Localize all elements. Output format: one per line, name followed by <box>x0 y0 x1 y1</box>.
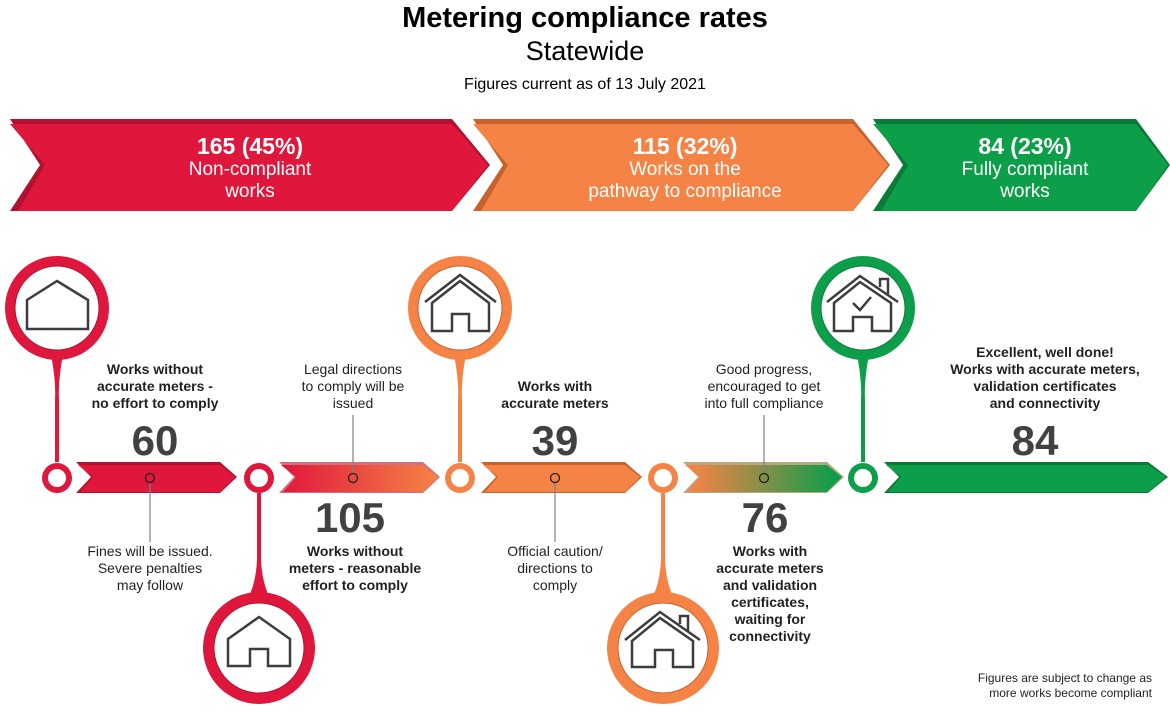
stage-3-description: Works with accurate meters <box>480 378 630 412</box>
banner-fully-compliant-text: 84 (23%) Fully compliant works <box>910 134 1140 203</box>
text-line: issued <box>332 395 374 411</box>
timeline-arrow-1 <box>76 462 237 493</box>
text-line: to comply will be <box>301 378 405 394</box>
text-line: no effort to comply <box>91 395 219 411</box>
stage-1-description: Works without accurate meters - no effor… <box>70 361 240 412</box>
pin-marker-3 <box>408 256 512 493</box>
banner-label-line1: Works on the <box>629 159 741 180</box>
house-door-icon <box>226 615 292 668</box>
banner-pathway-text: 115 (32%) Works on the pathway to compli… <box>540 134 830 203</box>
callout-pointer-1 <box>144 472 156 542</box>
stage-4-value: 76 <box>741 494 789 541</box>
text-line: connectivity <box>729 628 811 644</box>
banner-label-line1: Non-compliant <box>188 159 312 180</box>
text-line: meters - reasonable <box>288 560 422 576</box>
text-line: comply <box>532 577 578 593</box>
text-line: accurate meters - <box>97 378 213 394</box>
text-line: Works without <box>306 543 404 559</box>
text-line: Severe penalties <box>97 560 203 576</box>
stage-3-value: 39 <box>531 417 579 464</box>
banner-label-line2: works <box>1000 181 1050 202</box>
callout-pointer-2 <box>347 415 359 484</box>
text-line: encouraged to get <box>707 378 821 394</box>
stage-2-description: Works without meters - reasonable effort… <box>275 543 435 594</box>
text-line: Works with <box>517 378 593 394</box>
text-line: and validation <box>722 577 818 593</box>
banner-pathway <box>473 119 890 211</box>
page-title: Metering compliance rates <box>402 2 768 34</box>
date-line: Figures current as of 13 July 2021 <box>464 76 706 93</box>
banner-count: 115 (32%) <box>632 133 738 159</box>
callout-pointer-4 <box>758 415 770 484</box>
banner-count: 84 (23%) <box>978 133 1072 159</box>
house-check-icon <box>826 274 899 333</box>
banner-label-line2: works <box>225 181 275 202</box>
stage-4-action: Good progress, encouraged to get into fu… <box>679 361 849 412</box>
text-line: and connectivity <box>989 395 1101 411</box>
house-chimney-icon <box>624 610 701 669</box>
banner-label-line2: pathway to compliance <box>588 181 782 202</box>
banner-non-compliant-text: 165 (45%) Non-compliant works <box>120 134 380 203</box>
text-line: Works with accurate meters, <box>950 361 1140 377</box>
text-line: certificates, <box>731 594 809 610</box>
stage-2-value: 105 <box>314 494 386 541</box>
footnote-line2: more works become compliant <box>989 686 1152 700</box>
stage-2-action: Legal directions to comply will be issue… <box>268 361 438 412</box>
pin-marker-2 <box>203 463 315 704</box>
text-line: validation certificates <box>973 378 1117 394</box>
stage-1-value: 60 <box>131 417 179 464</box>
text-line: accurate meters <box>501 395 609 411</box>
text-line: Excellent, well done! <box>976 344 1114 360</box>
text-line: Official caution/ <box>507 543 603 559</box>
text-line: Fines will be issued. <box>87 543 213 559</box>
footnote: Figures are subject to change as more wo… <box>978 671 1152 701</box>
stage-4-description: Works with accurate meters and validatio… <box>695 543 845 645</box>
stage-3-action: Official caution/ directions to comply <box>470 543 640 594</box>
banner-non-compliant <box>10 119 490 211</box>
stage-1-action: Fines will be issued. Severe penalties m… <box>65 543 235 594</box>
text-line: accurate meters <box>716 560 824 576</box>
page-subtitle: Statewide <box>525 36 645 66</box>
callout-pointer-3 <box>549 472 561 542</box>
text-line: Good progress, <box>715 361 813 377</box>
house-outline-icon <box>25 279 90 331</box>
text-line: effort to comply <box>302 577 408 593</box>
house-roof-icon <box>424 273 497 333</box>
pin-marker-1 <box>5 256 109 493</box>
timeline-arrow-5 <box>884 462 1168 493</box>
pin-marker-4 <box>607 463 719 704</box>
timeline-arrow-3 <box>481 462 642 493</box>
banner-fully-compliant <box>873 119 1170 211</box>
timeline-arrow-2 <box>279 462 440 493</box>
text-line: Works without <box>106 361 204 377</box>
banner-count: 165 (45%) <box>196 133 304 159</box>
text-line: may follow <box>116 577 184 593</box>
banner-label-line1: Fully compliant <box>961 159 1089 180</box>
text-line: directions to <box>517 560 593 576</box>
pin-marker-5 <box>811 256 915 493</box>
timeline-arrow-4 <box>683 462 844 493</box>
text-line: Works with <box>732 543 808 559</box>
text-line: into full compliance <box>704 395 824 411</box>
text-line: waiting for <box>734 611 806 627</box>
stage-5-description: Excellent, well done! Works with accurat… <box>935 344 1155 412</box>
text-line: Legal directions <box>303 361 403 377</box>
footnote-line1: Figures are subject to change as <box>977 671 1152 685</box>
stage-5-value: 84 <box>1011 417 1059 464</box>
